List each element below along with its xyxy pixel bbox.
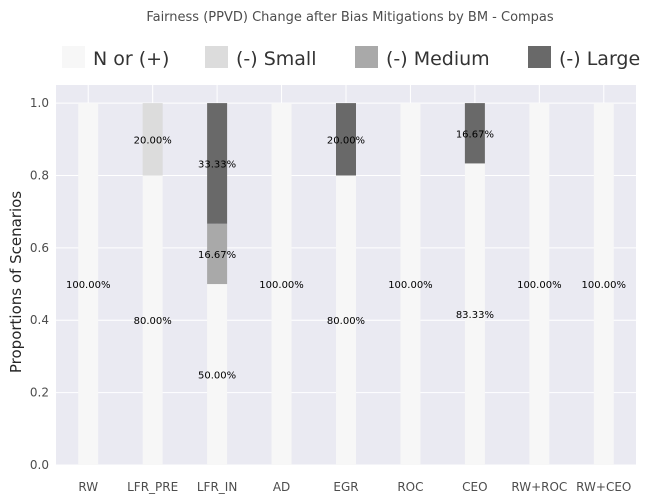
legend[interactable]: N or (+) (-) Small (-) Medium (-) Large (62, 46, 640, 70)
data-label: 50.00% (198, 371, 236, 382)
data-label: 100.00% (388, 280, 433, 291)
legend-item[interactable]: (-) Medium (355, 46, 490, 70)
legend-swatch (528, 46, 551, 68)
x-tick-label: CEO (462, 480, 487, 494)
data-label: 16.67% (456, 129, 494, 140)
legend-swatch (62, 46, 85, 68)
y-tick-label: 0.6 (30, 241, 49, 255)
bar-segment (142, 103, 163, 176)
legend-swatch (355, 46, 378, 68)
x-tick-label: RW+ROC (511, 480, 567, 494)
bar-segment (271, 103, 292, 465)
legend-label: (-) Large (559, 48, 640, 70)
data-label: 100.00% (582, 280, 627, 291)
x-tick-label: EGR (333, 480, 358, 494)
bar-segment (336, 175, 356, 465)
y-tick-label: 0.8 (30, 168, 49, 182)
legend-item[interactable]: (-) Small (205, 46, 317, 70)
legend-label: N or (+) (93, 48, 169, 70)
bar-segment (593, 103, 614, 465)
data-label: 100.00% (517, 280, 562, 291)
bar-segment (142, 175, 163, 465)
data-label: 16.67% (198, 250, 236, 261)
data-label: 83.33% (456, 310, 494, 321)
bars-layer (78, 103, 614, 466)
bar-segment (464, 163, 485, 466)
data-labels-layer: 100.00% 80.00% 20.00% 50.00% 16.67% 33.33% 100… (66, 129, 626, 381)
data-label: 20.00% (327, 135, 365, 146)
chart-title: Fairness (PPVD) Change after Bias Mitiga… (146, 10, 554, 25)
x-tick-label: ROC (397, 480, 423, 494)
data-label: 100.00% (66, 280, 111, 291)
y-tick-label: 0.0 (30, 458, 49, 472)
x-tick-label: RW+CEO (576, 480, 631, 494)
x-tick-label: LFR_PRE (127, 480, 178, 494)
legend-label: (-) Small (236, 48, 317, 70)
data-label: 80.00% (327, 316, 365, 327)
bar-segment (336, 103, 356, 176)
data-label: 100.00% (259, 280, 304, 291)
legend-item[interactable]: N or (+) (62, 46, 169, 70)
legend-label: (-) Medium (386, 48, 490, 70)
legend-item[interactable]: (-) Large (528, 46, 640, 70)
bar-segment (207, 103, 228, 224)
legend-swatch (205, 46, 228, 68)
y-tick-label: 0.4 (30, 313, 49, 327)
x-tick-label: LFR_IN (197, 480, 237, 494)
bar-segment (207, 284, 228, 465)
bar-segment (78, 103, 99, 465)
x-tick-label: AD (273, 480, 290, 494)
x-tick-label: RW (78, 480, 98, 494)
data-label: 80.00% (134, 316, 172, 327)
bar-segment (400, 103, 421, 465)
axis-layer: 0.0 0.2 0.4 0.6 0.8 1.0 RW LFR_PRE LFR_IN AD EGR RO… (30, 96, 631, 494)
y-axis-label: Proportions of Scenarios (7, 191, 25, 373)
y-tick-label: 0.2 (30, 386, 49, 400)
bar-segment (464, 103, 485, 164)
data-label: 33.33% (198, 159, 236, 170)
bar-segment (207, 223, 228, 285)
data-label: 20.00% (134, 135, 172, 146)
bar-segment (529, 103, 550, 465)
y-tick-label: 1.0 (30, 96, 49, 110)
